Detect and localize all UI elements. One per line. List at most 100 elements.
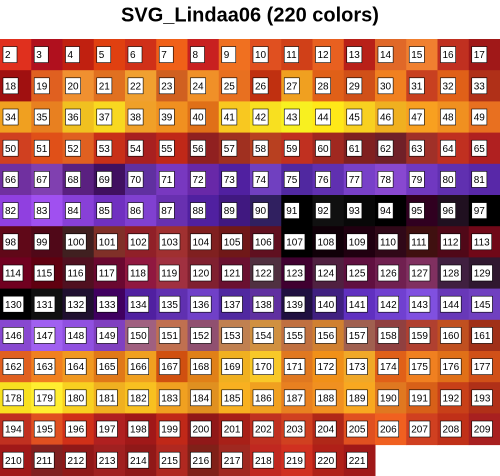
label-box <box>377 108 394 126</box>
label-box <box>190 202 206 219</box>
cell-label: 22 <box>130 81 142 92</box>
label-box <box>283 233 306 251</box>
label-box <box>283 327 306 344</box>
cell-label: 26 <box>255 81 267 92</box>
cell-label: 28 <box>318 81 330 92</box>
label-box <box>252 420 274 438</box>
label-box <box>221 171 238 188</box>
cell-label: 196 <box>68 425 85 436</box>
cell-label: 23 <box>161 81 173 92</box>
label-box <box>96 171 113 188</box>
label-box <box>190 108 206 126</box>
cell-label: 166 <box>130 362 147 373</box>
label-box <box>440 171 456 188</box>
label-box <box>96 233 118 251</box>
cell-label: 9 <box>224 50 230 61</box>
cell-label: 31 <box>411 81 423 92</box>
cell-label: 47 <box>411 113 423 124</box>
cell-label: 112 <box>443 237 459 248</box>
cell-label: 84 <box>68 206 80 217</box>
label-box <box>190 171 206 188</box>
label-box <box>471 46 488 63</box>
cell-label: 182 <box>130 393 147 404</box>
cell-label: 209 <box>474 425 491 436</box>
label-box <box>96 295 118 313</box>
cell-label: 128 <box>443 269 460 280</box>
label-box <box>158 108 175 126</box>
cell-label: 117 <box>99 269 115 280</box>
cell-label: 123 <box>286 269 303 280</box>
cell-label: 83 <box>36 206 48 217</box>
label-box <box>440 46 456 63</box>
label-box <box>377 46 394 63</box>
label-box <box>252 108 269 126</box>
cell-label: 178 <box>5 393 22 404</box>
cell-label: 49 <box>474 113 486 124</box>
label-box <box>408 46 425 63</box>
label-box <box>221 327 243 344</box>
label-box <box>158 139 175 157</box>
label-box <box>65 77 81 95</box>
label-box <box>377 264 399 282</box>
label-box <box>440 202 456 219</box>
label-box <box>408 171 425 188</box>
cell-label: 126 <box>380 269 397 280</box>
cell-label: 204 <box>318 425 335 436</box>
cell-label: 14 <box>380 50 392 61</box>
cell-label: 15 <box>411 50 423 61</box>
label-box <box>315 389 337 407</box>
label-box <box>33 389 56 407</box>
label-box <box>2 233 19 251</box>
label-box <box>377 327 399 344</box>
cell-label: 85 <box>99 206 111 217</box>
label-box <box>346 171 363 188</box>
label-box <box>315 202 331 219</box>
label-box <box>471 295 493 313</box>
label-box <box>471 233 493 251</box>
cell-label: 108 <box>318 237 335 248</box>
cell-label: 142 <box>380 300 397 311</box>
cell-label: 173 <box>349 362 366 373</box>
cell-label: 13 <box>349 50 361 61</box>
label-box <box>127 202 144 219</box>
cell-label: 130 <box>5 300 22 311</box>
label-box <box>221 108 238 126</box>
cell-label: 158 <box>380 331 397 342</box>
cell-label: 121 <box>224 269 241 280</box>
label-box <box>65 233 87 251</box>
label-box <box>2 327 24 344</box>
cell-label: 38 <box>130 113 142 124</box>
label-box <box>408 139 425 157</box>
cell-label: 106 <box>255 237 272 248</box>
cell-label: 125 <box>349 269 366 280</box>
label-box <box>440 108 456 126</box>
cell-label: 155 <box>286 331 303 342</box>
cell-label: 20 <box>68 81 80 92</box>
cell-label: 194 <box>5 425 22 436</box>
cell-label: 208 <box>443 425 460 436</box>
label-box <box>283 389 306 407</box>
cell-label: 96 <box>443 206 455 217</box>
label-box <box>346 46 363 63</box>
cell-label: 54 <box>130 144 142 155</box>
cell-label: 151 <box>161 331 178 342</box>
label-box <box>65 46 80 63</box>
cell-label: 134 <box>130 300 147 311</box>
label-box <box>408 264 431 282</box>
label-box <box>221 46 237 63</box>
label-box <box>221 202 238 219</box>
cell-label: 174 <box>380 362 397 373</box>
cell-label: 190 <box>380 393 397 404</box>
cell-label: 127 <box>411 269 428 280</box>
cell-label: 175 <box>411 362 428 373</box>
label-box <box>440 327 462 344</box>
cell-label: 30 <box>380 81 392 92</box>
label-box <box>377 389 399 407</box>
label-box <box>96 264 118 282</box>
label-box <box>221 389 243 407</box>
label-box <box>2 108 19 126</box>
cell-label: 69 <box>99 175 111 186</box>
cell-label: 93 <box>349 206 361 217</box>
cell-label: 104 <box>193 237 210 248</box>
label-box <box>65 139 81 157</box>
